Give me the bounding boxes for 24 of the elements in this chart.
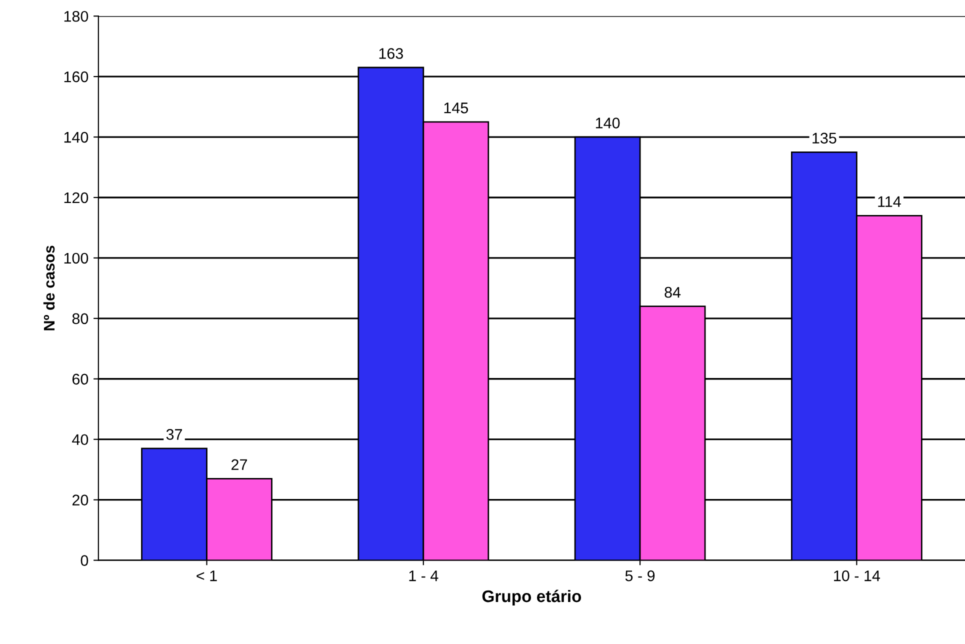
data-label: 27 <box>232 459 247 470</box>
y-tick-label: 100 <box>64 252 88 264</box>
x-tick-label: 1 - 4 <box>409 570 438 582</box>
data-label: 140 <box>596 118 620 128</box>
data-label: 114 <box>878 196 901 207</box>
x-tick-label: < 1 <box>196 570 217 582</box>
y-tick-label: 180 <box>64 10 88 22</box>
x-tick-label: 10 - 14 <box>834 570 880 582</box>
data-label: 145 <box>444 102 468 114</box>
data-label: 135 <box>812 132 836 144</box>
y-tick-label: 80 <box>72 313 88 324</box>
y-tick-label: 60 <box>72 374 88 385</box>
x-tick-label: 5 - 9 <box>625 570 655 582</box>
x-axis-title: Grupo etário <box>482 590 582 606</box>
y-axis-title: Nº de casos <box>43 246 55 330</box>
y-tick-label: 120 <box>64 192 88 204</box>
y-tick-label: 140 <box>64 132 88 143</box>
data-label: 37 <box>166 429 182 440</box>
data-label: 163 <box>379 48 403 59</box>
y-tick-label: 160 <box>64 71 88 82</box>
y-tick-label: 20 <box>72 494 88 506</box>
y-tick-label: 0 <box>80 555 88 566</box>
y-tick-label: 40 <box>72 434 88 446</box>
data-label: 84 <box>664 286 681 298</box>
